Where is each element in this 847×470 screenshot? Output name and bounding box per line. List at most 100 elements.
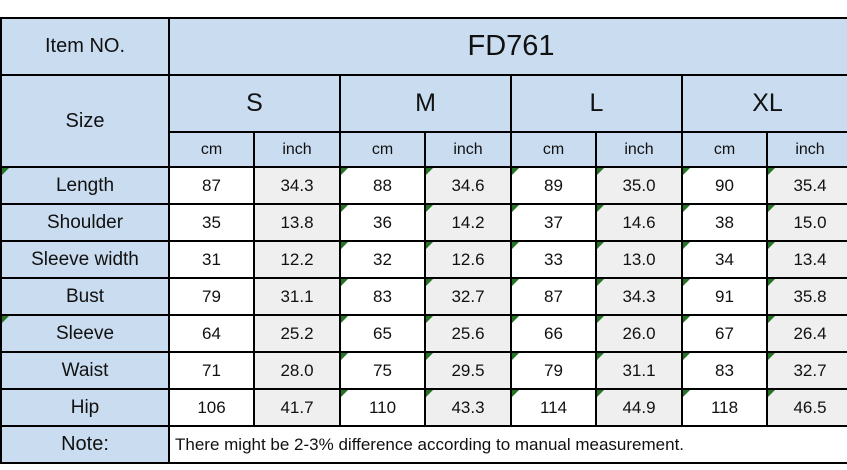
cm-value-cell: 35 (168, 203, 255, 242)
unit-header-inch: inch (424, 131, 512, 168)
row-label: Sleeve width (0, 240, 170, 279)
cm-value-cell: 118 (681, 388, 768, 427)
table-row: Bust 79 31.1 83 32.7 87 34.3 91 35.8 (0, 277, 847, 316)
inch-value-cell: 13.8 (253, 203, 341, 242)
row-label: Hip (0, 388, 170, 427)
cm-value-cell: 38 (681, 203, 768, 242)
inch-value-cell: 31.1 (595, 351, 683, 390)
inch-value-cell: 14.2 (424, 203, 512, 242)
cm-value-cell: 87 (168, 166, 255, 205)
row-label: Waist (0, 351, 170, 390)
cell-flag-triangle-icon (769, 243, 775, 249)
cell-flag-triangle-icon (342, 206, 348, 212)
row-label: Bust (0, 277, 170, 316)
table-row: Sleeve 64 25.2 65 25.6 66 26.0 67 26.4 (0, 314, 847, 353)
cell-flag-triangle-icon (598, 169, 604, 175)
inch-value-cell: 13.4 (765, 240, 847, 279)
cell-flag-triangle-icon (769, 354, 775, 360)
cell-flag-triangle-icon (513, 243, 519, 249)
table-row: Shoulder 35 13.8 36 14.2 37 14.6 38 15.0 (0, 203, 847, 242)
cell-flag-triangle-icon (598, 317, 604, 323)
cell-flag-triangle-icon (598, 243, 604, 249)
cell-flag-triangle-icon (342, 280, 348, 286)
cell-flag-triangle-icon (684, 391, 690, 397)
cell-flag-triangle-icon (769, 317, 775, 323)
cell-flag-triangle-icon (427, 243, 433, 249)
cell-flag-triangle-icon (598, 206, 604, 212)
cell-flag-triangle-icon (427, 391, 433, 397)
cell-flag-triangle-icon (513, 169, 519, 175)
unit-header-cm: cm (681, 131, 768, 168)
unit-header-inch: inch (595, 131, 683, 168)
cm-value-cell: 83 (339, 277, 426, 316)
cm-value-cell: 75 (339, 351, 426, 390)
cm-value-cell: 65 (339, 314, 426, 353)
table-row: Hip 106 41.7 110 43.3 114 44.9 118 46.5 (0, 388, 847, 427)
cell-flag-triangle-icon (427, 280, 433, 286)
cm-value-cell: 31 (168, 240, 255, 279)
cm-value-cell: 79 (168, 277, 255, 316)
inch-value-cell: 35.0 (595, 166, 683, 205)
cell-flag-triangle-icon (342, 391, 348, 397)
cell-flag-triangle-icon (769, 206, 775, 212)
cell-flag-triangle-icon (427, 354, 433, 360)
item-no-label: Item NO. (0, 17, 170, 76)
item-no-value: FD761 (167, 17, 847, 76)
cm-value-cell: 106 (168, 388, 255, 427)
inch-value-cell: 12.2 (253, 240, 341, 279)
inch-value-cell: 44.9 (595, 388, 683, 427)
inch-value-cell: 35.4 (765, 166, 847, 205)
note-label: Note: (0, 425, 170, 464)
cell-flag-triangle-icon (427, 169, 433, 175)
cell-flag-triangle-icon (684, 206, 690, 212)
size-header-row: Size S M L XL (0, 74, 847, 168)
inch-value-cell: 29.5 (424, 351, 512, 390)
cell-flag-triangle-icon (684, 280, 690, 286)
table-header-section: Item NO. FD761 Size S M L XL cm inch cm … (0, 17, 847, 168)
inch-value-cell: 26.0 (595, 314, 683, 353)
unit-header-row: cm inch cm inch cm inch cm inch (1, 131, 847, 168)
inch-value-cell: 25.2 (253, 314, 341, 353)
row-label: Length (0, 166, 170, 205)
cell-flag-triangle-icon (769, 391, 775, 397)
cell-flag-triangle-icon (598, 280, 604, 286)
inch-value-cell: 32.7 (424, 277, 512, 316)
inch-value-cell: 32.7 (765, 351, 847, 390)
cell-flag-triangle-icon (684, 169, 690, 175)
cm-value-cell: 36 (339, 203, 426, 242)
cell-flag-triangle-icon (684, 243, 690, 249)
table-row: Waist 71 28.0 75 29.5 79 31.1 83 32.7 (0, 351, 847, 390)
inch-value-cell: 14.6 (595, 203, 683, 242)
cm-value-cell: 33 (510, 240, 597, 279)
cm-value-cell: 90 (681, 166, 768, 205)
size-column-s: S (168, 74, 341, 133)
cell-flag-triangle-icon (342, 243, 348, 249)
cell-flag-triangle-icon (598, 354, 604, 360)
cm-value-cell: 67 (681, 314, 768, 353)
cm-value-cell: 37 (510, 203, 597, 242)
cm-value-cell: 32 (339, 240, 426, 279)
cell-flag-triangle-icon (342, 169, 348, 175)
unit-header-cm: cm (510, 131, 597, 168)
cm-value-cell: 87 (510, 277, 597, 316)
row-label: Sleeve (0, 314, 170, 353)
inch-value-cell: 15.0 (765, 203, 847, 242)
cm-value-cell: 66 (510, 314, 597, 353)
unit-header-inch: inch (253, 131, 341, 168)
cm-value-cell: 71 (168, 351, 255, 390)
cell-flag-triangle-icon (427, 317, 433, 323)
size-column-l: L (510, 74, 683, 133)
inch-value-cell: 41.7 (253, 388, 341, 427)
inch-value-cell: 34.3 (595, 277, 683, 316)
cell-flag-triangle-icon (3, 169, 9, 175)
cm-value-cell: 91 (681, 277, 768, 316)
inch-value-cell: 34.3 (253, 166, 341, 205)
cell-flag-triangle-icon (684, 317, 690, 323)
cm-value-cell: 89 (510, 166, 597, 205)
table-row: Length 87 34.3 88 34.6 89 35.0 90 35.4 (0, 166, 847, 205)
cm-value-cell: 79 (510, 351, 597, 390)
note-row: Note: There might be 2-3% difference acc… (0, 425, 847, 464)
note-section: Note: There might be 2-3% difference acc… (0, 425, 847, 464)
cm-value-cell: 64 (168, 314, 255, 353)
